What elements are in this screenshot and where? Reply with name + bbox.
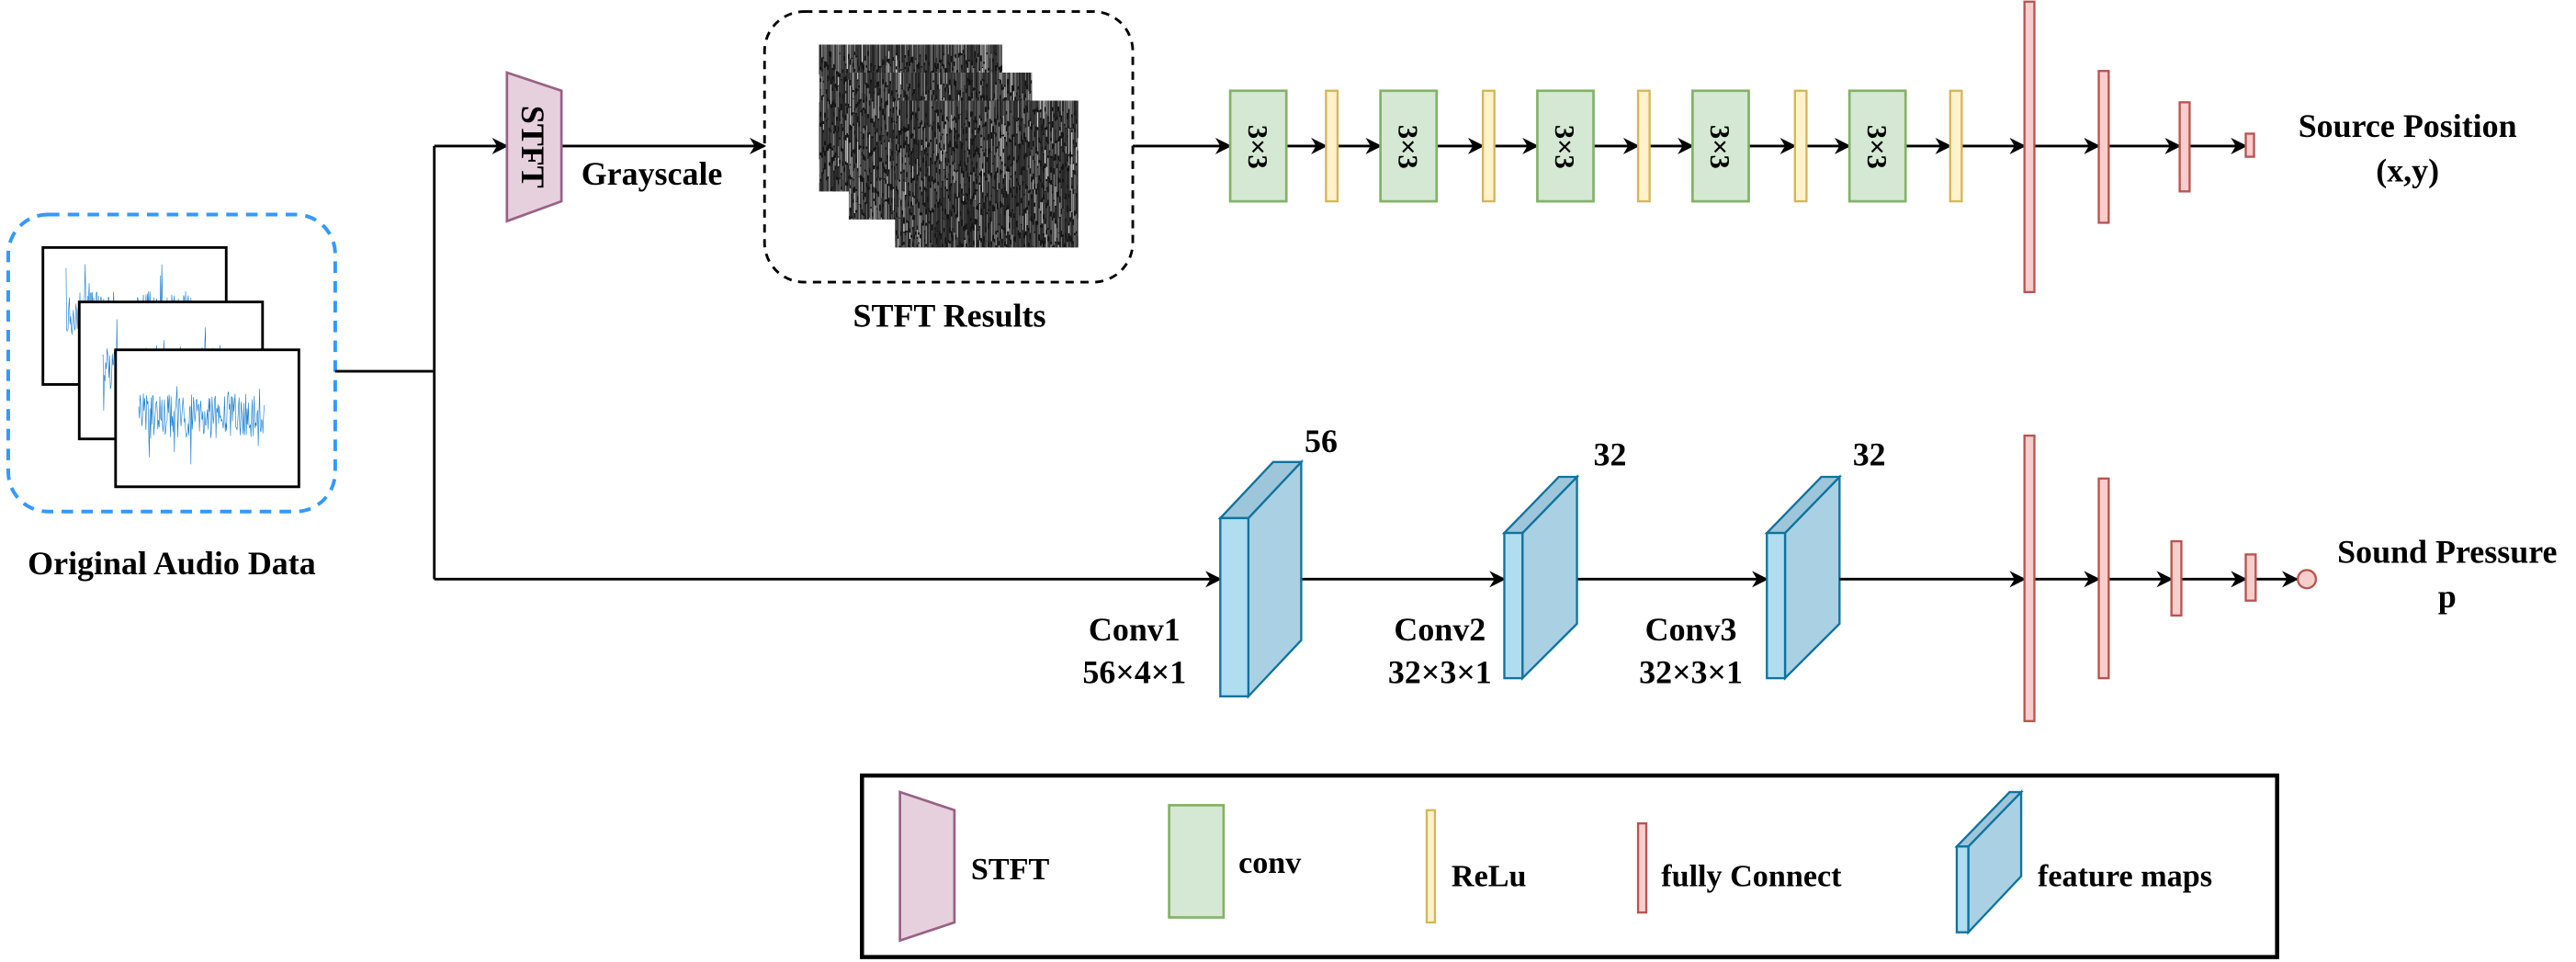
conv3-channels: 32 — [1853, 436, 1886, 472]
fully-connected-layer — [2170, 539, 2183, 617]
conv1-shape: 56×4×1 — [1082, 654, 1186, 691]
legend: STFT conv ReLu fully Connect feature map… — [860, 773, 2279, 959]
legend-fc-icon — [1636, 821, 1648, 914]
conv-kernel-label: 3×3 — [1704, 125, 1735, 169]
legend-relu-label: ReLu — [1452, 859, 1527, 893]
feature-map — [1764, 474, 1843, 681]
stft-block: STFT Grayscale — [505, 71, 723, 223]
stft-results-label: STFT Results — [853, 298, 1046, 334]
sound-pressure-label: Sound Pressure — [2337, 533, 2557, 570]
source-position-sub: (x,y) — [2376, 153, 2439, 189]
audio-card — [114, 348, 300, 489]
stft-label: STFT — [514, 106, 551, 188]
conv2-shape: 32×3×1 — [1388, 654, 1492, 691]
fully-connected-layer — [2023, 434, 2036, 722]
legend-conv-icon — [1168, 804, 1226, 919]
conv3-shape: 32×3×1 — [1639, 654, 1743, 691]
sound-pressure-sub: p — [2438, 578, 2457, 615]
fully-connected-layer — [2244, 132, 2255, 158]
conv-block — [1847, 89, 1907, 203]
input-label: Original Audio Data — [28, 545, 316, 582]
stft-results-dashed-border — [763, 10, 1135, 284]
conv2-name: Conv2 — [1394, 611, 1486, 648]
bottom-branch — [1217, 434, 2318, 722]
relu-block — [1325, 89, 1339, 203]
legend-fc-label: fully Connect — [1661, 859, 1842, 893]
feature-map-front — [1766, 531, 1787, 680]
legend-feature-maps-label: feature maps — [2038, 859, 2212, 893]
feature-map — [1501, 474, 1580, 681]
conv1-channels: 56 — [1305, 423, 1338, 459]
fully-connected-layer — [2097, 477, 2110, 680]
relu-block — [1481, 89, 1496, 203]
conv-kernel-label: 3×3 — [1549, 125, 1580, 169]
grayscale-label: Grayscale — [582, 155, 723, 192]
feature-map-front — [1219, 516, 1250, 698]
spectrogram-image — [895, 100, 1079, 248]
conv-block — [1228, 89, 1288, 203]
conv-block — [1379, 89, 1439, 203]
fully-connected-layer — [2097, 70, 2110, 224]
conv-kernel-label: 3×3 — [1392, 125, 1423, 169]
conv-kernel-label: 3×3 — [1861, 125, 1892, 169]
conv1-name: Conv1 — [1089, 611, 1181, 648]
top-branch: 3×3 3×3 3×3 3×3 3×3 — [1228, 0, 2255, 294]
legend-stft-label: STFT — [971, 853, 1050, 887]
relu-block — [1793, 89, 1808, 203]
stft-results-group: STFT Results — [763, 10, 1135, 334]
audio-dashed-border — [6, 212, 337, 514]
conv3-name: Conv3 — [1645, 611, 1737, 648]
feature-map-front — [1503, 531, 1524, 680]
feature-map — [1217, 458, 1305, 699]
fully-connected-layer — [2178, 101, 2191, 193]
legend-relu-icon — [1425, 809, 1437, 924]
conv-kernel-label: 3×3 — [1242, 125, 1273, 169]
conv2-channels: 32 — [1594, 436, 1627, 472]
audio-input-group: Original Audio Data — [6, 212, 337, 582]
conv-block — [1536, 89, 1595, 203]
stft-trapezoid — [505, 71, 563, 223]
legend-feature-map-icon — [1954, 789, 2024, 935]
relu-block — [1949, 89, 1963, 203]
conv-block — [1691, 89, 1750, 203]
waveform — [138, 386, 265, 465]
relu-block — [1636, 89, 1651, 203]
connectors — [334, 137, 1769, 588]
legend-stft-icon — [898, 790, 956, 943]
fully-connected-layer — [2023, 0, 2036, 294]
legend-conv-label: conv — [1238, 846, 1302, 880]
source-position-label: Source Position — [2299, 108, 2517, 144]
fully-connected-layer — [2244, 553, 2257, 602]
output-node — [2296, 569, 2318, 590]
legend-border — [860, 773, 2279, 959]
